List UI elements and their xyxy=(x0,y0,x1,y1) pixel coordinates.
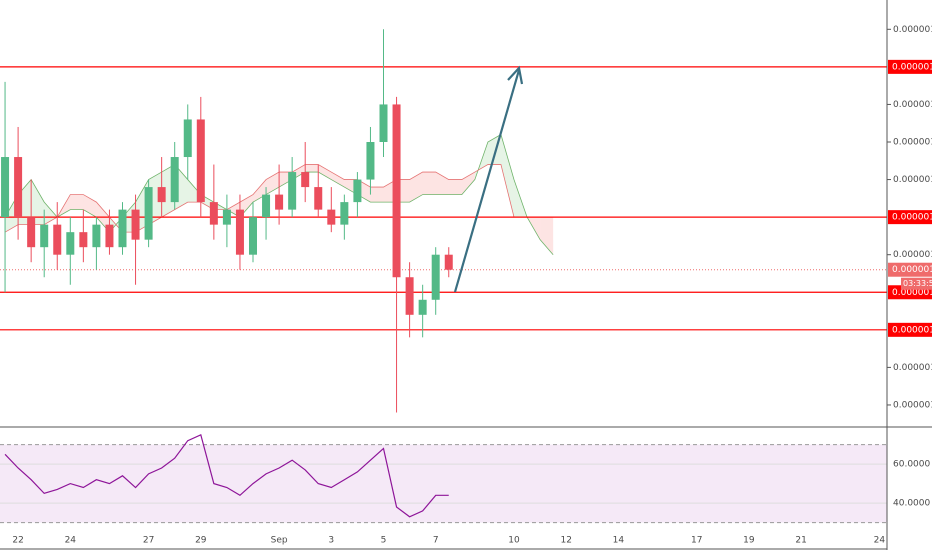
candle-body xyxy=(275,194,284,210)
level-label: 0.00000135 xyxy=(892,325,932,335)
x-tick-label: 7 xyxy=(433,536,439,546)
candle-body xyxy=(392,104,401,278)
candle-body xyxy=(183,119,192,158)
y-tick-label: 0.00000160 xyxy=(893,138,932,148)
cloud-segment xyxy=(31,179,45,225)
x-tick-label: 24 xyxy=(65,536,77,546)
candle-body xyxy=(235,209,244,255)
x-tick-label: 14 xyxy=(613,536,625,546)
level-label-box xyxy=(888,322,932,337)
candle-body xyxy=(27,217,36,248)
cloud-segment xyxy=(70,194,84,210)
candle-body xyxy=(222,209,231,225)
candle-body xyxy=(105,224,114,248)
y-tick-label: 0.00000165 xyxy=(893,100,932,110)
level-label-box xyxy=(888,59,932,74)
x-tick-label: 12 xyxy=(560,536,571,546)
cloud-segment xyxy=(448,179,462,195)
candle-body xyxy=(327,209,336,225)
level-label: 0.00000140 xyxy=(892,288,932,298)
candle-body xyxy=(118,209,127,248)
arrow-shaft xyxy=(453,69,521,293)
candle-body xyxy=(379,104,388,142)
candle-body xyxy=(262,194,271,218)
candle-body xyxy=(196,119,205,203)
candle-body xyxy=(66,232,75,255)
candle-body xyxy=(144,187,153,240)
cloud-segment xyxy=(305,164,319,173)
y-tick-label: 0.00000130 xyxy=(893,363,932,373)
cloud-segment xyxy=(409,172,423,203)
candle-body xyxy=(131,209,140,240)
rsi-line xyxy=(4,433,449,518)
candle-body xyxy=(353,179,362,203)
rsi-tick-label: 40.0000 xyxy=(893,499,930,509)
x-tick-label: 5 xyxy=(381,536,387,546)
y-tick-label: 0.00000145 xyxy=(893,250,932,260)
cloud-segment xyxy=(331,172,345,188)
cloud-segment xyxy=(540,217,554,255)
x-tick-label: 27 xyxy=(143,536,154,546)
arrow-head xyxy=(507,65,524,85)
candle-body xyxy=(14,157,23,218)
x-tick-label: 17 xyxy=(691,536,702,546)
y-tick-label: 0.00000155 xyxy=(893,175,932,185)
x-tick-label: 29 xyxy=(195,536,207,546)
level-label: 0.00000170 xyxy=(892,62,932,72)
last-price-box xyxy=(888,262,932,277)
candle-body xyxy=(405,277,414,315)
candle-body xyxy=(314,187,323,210)
candle-body xyxy=(170,157,179,203)
cloud-segment xyxy=(44,202,58,225)
candle-body xyxy=(40,224,49,248)
last-price-label: 0.00000143 xyxy=(892,265,932,275)
candle-body xyxy=(301,172,310,188)
trend-arrow xyxy=(453,65,524,293)
countdown-box xyxy=(901,277,932,290)
candle-body xyxy=(209,202,218,225)
x-tick-label: 10 xyxy=(508,536,520,546)
candle-body xyxy=(444,254,453,270)
candle-body xyxy=(79,232,88,248)
candle-body xyxy=(340,202,349,225)
y-tick-label: 0.00000175 xyxy=(893,25,932,35)
x-tick-label: Sep xyxy=(271,536,288,546)
x-tick-label: 22 xyxy=(12,536,23,546)
x-tick-label: 3 xyxy=(328,536,334,546)
candle-body xyxy=(92,224,101,248)
candle-body xyxy=(157,187,166,203)
rsi-tick-label: 60.0000 xyxy=(893,460,930,470)
level-label-box xyxy=(888,210,932,225)
candle-body xyxy=(366,142,375,180)
candle-body xyxy=(1,157,10,218)
plot-layer xyxy=(0,29,887,524)
cloud-segment xyxy=(422,172,436,195)
x-tick-label: 24 xyxy=(874,536,886,546)
candle-body xyxy=(53,224,62,255)
x-tick-label: 19 xyxy=(743,536,755,546)
candle-body xyxy=(288,172,297,210)
level-label: 0.00000150 xyxy=(892,213,932,223)
cloud-segment xyxy=(370,187,384,203)
countdown-label: 03:33:53 xyxy=(903,279,932,288)
candle-body xyxy=(249,217,257,255)
candle-body xyxy=(418,299,427,315)
y-tick-label: 0.00000125 xyxy=(893,400,932,410)
x-tick-label: 21 xyxy=(795,536,806,546)
cloud-segment xyxy=(318,164,332,180)
cloud-segment xyxy=(83,194,97,218)
candle-body xyxy=(431,254,440,300)
cloud-segment xyxy=(500,134,514,218)
rsi-band xyxy=(0,444,887,523)
